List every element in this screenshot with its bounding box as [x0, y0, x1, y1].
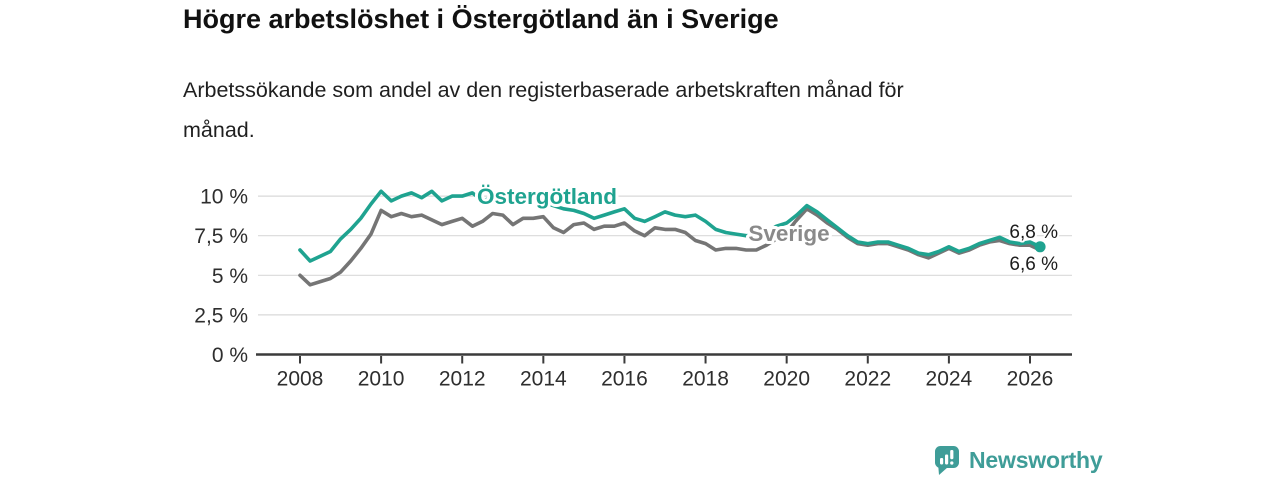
chart-generated-layers: 2008 2010 2012 2014 2016 2018 2020 2022 2024 2026… [194, 186, 1072, 391]
y-axis-label: 2,5 % [194, 304, 248, 327]
logo-exclamation-dot [950, 461, 954, 465]
x-axis-label: 2012 [439, 368, 486, 391]
logo-bar-short [940, 458, 944, 465]
x-axis-label: 2018 [682, 368, 729, 391]
series-line-ostergotland [298, 189, 1042, 263]
y-axis-label: 5 % [212, 265, 248, 288]
x-axis-label: 2022 [844, 368, 891, 391]
series-label-sverige: Sverige [748, 221, 829, 246]
newsworthy-logo-link[interactable]: Newsworthy [934, 445, 1103, 476]
logo-bar-tall [945, 454, 949, 465]
x-axis-label: 2020 [763, 368, 810, 391]
logo-exclamation-bar [950, 450, 954, 460]
y-axis-label: 0 % [212, 344, 248, 367]
subtitle-line-2: månad. [183, 118, 255, 142]
x-axis-label: 2024 [926, 368, 973, 391]
y-axis-label: 10 % [200, 186, 248, 209]
y-axis-label: 7,5 % [194, 225, 248, 248]
subtitle-line-1: Arbetssökande som andel av den registerb… [183, 78, 904, 102]
end-value-label-sverige: 6,6 % [1009, 254, 1058, 275]
x-axis-label: 2014 [520, 368, 567, 391]
series-label-ostergotland: Östergötland [477, 184, 617, 209]
newsworthy-wordmark: Newsworthy [969, 447, 1103, 473]
end-value-label-ostergotland: 6,8 % [1009, 222, 1058, 243]
x-axis-label: 2010 [358, 368, 405, 391]
chart-subtitle: Arbetssökande som andel av den registerb… [183, 70, 904, 150]
newsworthy-logo-icon [935, 446, 959, 475]
x-axis-label: 2008 [277, 368, 324, 391]
x-axis-label: 2026 [1007, 368, 1054, 391]
chart-title: Högre arbetslöshet i Östergötland än i S… [183, 4, 779, 34]
series-line-sverige [298, 207, 1042, 287]
series-end-dot-ostergotland [1034, 241, 1046, 253]
x-axis-label: 2016 [601, 368, 648, 391]
